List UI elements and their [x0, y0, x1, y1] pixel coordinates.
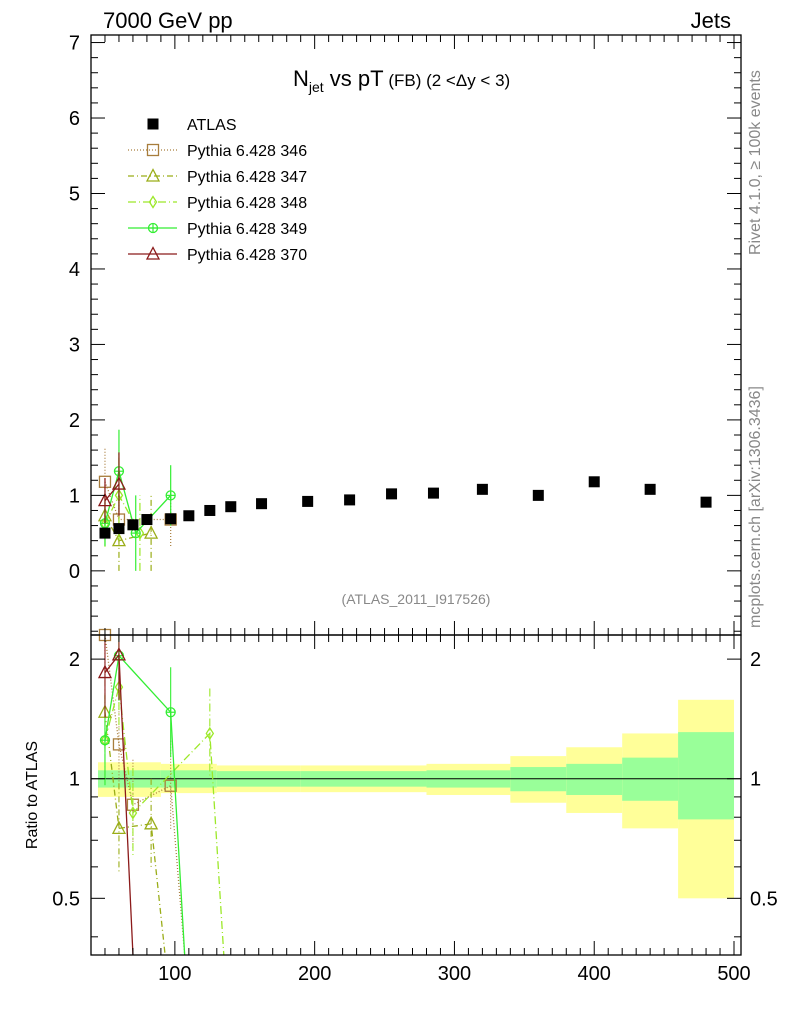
ratio-series-4-point-0	[97, 664, 113, 679]
legend-marker-3	[148, 195, 158, 209]
title-subscript: jet	[308, 79, 324, 95]
legend-label-1: Pythia 6.428 346	[187, 143, 307, 160]
legend-label-0: ATLAS	[187, 117, 237, 134]
atlas-point-6	[204, 504, 216, 516]
analysis-category-label: Jets	[691, 8, 731, 33]
uncertainty-bands	[91, 699, 741, 899]
x-tick-label-200: 200	[298, 963, 331, 985]
plot-frames	[90, 34, 742, 956]
ratio-series-1-line	[104, 712, 166, 956]
ratio-series-3-point-0	[99, 735, 111, 746]
legend-label-3: Pythia 6.428 348	[187, 195, 307, 212]
atlas-point-14	[532, 489, 544, 501]
atlas-point-2	[127, 519, 139, 531]
x-tick-label-400: 400	[578, 963, 611, 985]
ratio-panel-frame	[90, 634, 742, 956]
ratio-series-3-point-2	[165, 707, 176, 718]
legend-marker-4	[147, 222, 159, 234]
ratio-series-2-point-2	[128, 806, 138, 820]
legend-label-2: Pythia 6.428 347	[187, 169, 307, 186]
atlas-point-9	[302, 495, 314, 507]
analysis-id-watermark: (ATLAS_2011_I917526)	[342, 591, 491, 607]
series-4-point-0	[97, 492, 113, 507]
ratio-series-0-point-3	[164, 779, 177, 792]
series-3-line	[104, 468, 172, 535]
ratio-series-3-line	[104, 654, 186, 956]
atlas-point-10	[344, 494, 356, 506]
series-3-point-3	[165, 490, 176, 501]
ratio-series-4-point-1	[111, 646, 127, 661]
legend-label-4: Pythia 6.428 349	[187, 221, 307, 238]
main-y-tick-label-6: 6	[69, 108, 80, 130]
x-tick-label-100: 100	[158, 963, 191, 985]
legend: ATLAS Pythia 6.428 346 Pythia 6.428 347 Pyt…	[128, 117, 307, 264]
mcplots-reference-label: mcplots.cern.ch [arXiv:1306.3436]	[747, 386, 764, 628]
title-rest: vs pT	[324, 66, 384, 91]
ratio-y-tick-label-right-1: 1	[750, 769, 761, 791]
atlas-point-0	[99, 527, 111, 539]
main-y-tick-label-2: 2	[69, 410, 80, 432]
ratio-series-1-point-2	[144, 815, 159, 830]
atlas-point-7	[225, 501, 237, 513]
series-1-point-2	[144, 525, 159, 539]
x-tick-label-300: 300	[438, 963, 471, 985]
chart-title: Njet vs pT (FB) (2 <Δy < 3)	[293, 66, 510, 95]
atlas-point-5	[183, 510, 195, 522]
atlas-point-16	[644, 483, 656, 495]
axis-ticks: 100 200 300 400 500 0 1 2 3 4 5 6 7 0.5 0.5 1 1 2 2	[52, 33, 778, 985]
ratio-y-tick-label-right-0.5: 0.5	[750, 888, 778, 910]
main-y-tick-label-4: 4	[69, 259, 80, 281]
legend-marker-2	[145, 168, 161, 182]
legend-label-5: Pythia 6.428 370	[187, 247, 307, 264]
atlas-point-1	[113, 523, 125, 535]
title-tag: (FB) (2 <Δy < 3)	[384, 71, 511, 90]
atlas-point-4	[165, 513, 177, 525]
atlas-point-12	[427, 487, 439, 499]
atlas-point-17	[700, 496, 712, 508]
ratio-y-tick-label-left-1: 1	[69, 769, 80, 791]
collision-energy-label: 7000 GeV pp	[103, 8, 233, 33]
main-y-tick-label-3: 3	[69, 334, 80, 356]
main-y-tick-label-1: 1	[69, 485, 80, 507]
atlas-point-11	[386, 488, 398, 500]
atlas-point-13	[476, 483, 488, 495]
legend-marker-5	[145, 246, 161, 260]
ratio-y-tick-label-left-2: 2	[69, 649, 80, 671]
green-band-9	[678, 732, 735, 820]
green-band-7	[566, 763, 623, 795]
x-tick-label-500: 500	[717, 963, 750, 985]
atlas-point-15	[588, 476, 600, 488]
atlas-point-8	[256, 498, 268, 510]
ratio-series-0-point-1	[112, 738, 126, 751]
ratio-y-tick-label-left-0.5: 0.5	[52, 888, 80, 910]
ratio-series-2-point-3	[205, 726, 215, 741]
rivet-version-label: Rivet 4.1.0, ≥ 100k events	[747, 70, 764, 255]
series-4-point-1	[111, 476, 127, 490]
legend-marker-0	[147, 118, 159, 130]
main-y-tick-label-0: 0	[69, 561, 80, 583]
legend-marker-1	[146, 143, 160, 157]
main-y-tick-label-5: 5	[69, 183, 80, 205]
ratio-axis-label: Ratio to ATLAS	[24, 741, 41, 849]
title-main: N	[293, 66, 309, 91]
ratio-y-tick-label-right-2: 2	[750, 649, 761, 671]
main-panel-data	[97, 429, 712, 571]
main-y-tick-label-7: 7	[69, 33, 80, 55]
series-1-point-1	[111, 532, 127, 547]
ratio-panel-data	[97, 628, 225, 956]
atlas-point-3	[141, 514, 153, 526]
ratio-series-1-point-1	[111, 820, 127, 835]
